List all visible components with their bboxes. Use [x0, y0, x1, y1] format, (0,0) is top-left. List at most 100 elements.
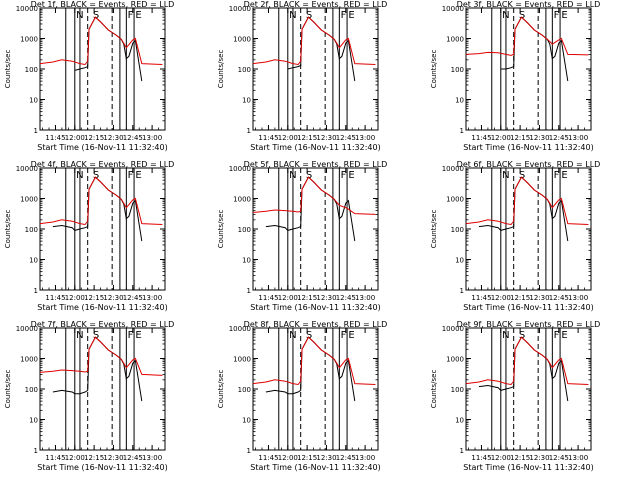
x-tick-label: 12:00 — [65, 454, 85, 462]
y-tick-label: 1 — [247, 447, 251, 455]
y-tick-label: 10000 — [442, 165, 464, 173]
marker-label: E — [561, 170, 567, 181]
series-lld-line — [466, 336, 589, 386]
plot-frame — [39, 327, 166, 451]
x-tick-label: 12:00 — [491, 134, 511, 142]
x-tick-label: 12:15 — [84, 134, 104, 142]
y-tick-label: 1000 — [233, 356, 251, 364]
y-tick-label: 1 — [247, 127, 251, 135]
series-lld-line — [253, 336, 376, 386]
x-tick-label: 12:00 — [491, 454, 511, 462]
x-axis-label: Start Time (16-Nov-11 11:32:40) — [463, 143, 593, 152]
x-axis-label: Start Time (16-Nov-11 11:32:40) — [250, 303, 380, 312]
y-tick-label: 1000 — [20, 36, 38, 44]
y-tick-label: 1 — [460, 447, 464, 455]
series-lld-line — [253, 16, 376, 66]
y-tick-label: 10000 — [442, 5, 464, 13]
y-tick-label: 100 — [238, 226, 251, 234]
y-tick-label: 10000 — [16, 165, 38, 173]
x-tick-label: 13:00 — [568, 134, 588, 142]
y-tick-label: 100 — [25, 386, 38, 394]
y-tick-label: 10 — [29, 417, 38, 425]
plot-frame — [39, 7, 166, 131]
y-axis-label: Counts/sec — [217, 210, 225, 249]
panel: Det 7f, BLACK = Events, RED = LLD Counts/… — [4, 320, 174, 472]
y-tick-label: 1000 — [233, 36, 251, 44]
marker-label: S — [519, 10, 525, 21]
marker-label: N — [289, 330, 296, 341]
y-tick-label: 1000 — [20, 196, 38, 204]
x-tick-label: 12:00 — [278, 294, 298, 302]
x-tick-label: 12:30 — [316, 454, 336, 462]
x-tick-label: 12:30 — [103, 294, 123, 302]
x-tick-label: 13:00 — [568, 294, 588, 302]
y-axis-label: Counts/sec — [217, 50, 225, 89]
y-tick-label: 1 — [34, 447, 38, 455]
x-tick-label: 12:30 — [103, 454, 123, 462]
marker-label: F — [554, 170, 560, 181]
plot-frame — [252, 7, 379, 131]
panel: Det 1f, BLACK = Events, RED = LLD Counts/… — [4, 0, 174, 152]
x-tick-label: 12:45 — [549, 454, 569, 462]
x-tick-label: 12:15 — [297, 294, 317, 302]
y-tick-label: 1 — [460, 287, 464, 295]
x-axis-label: Start Time (16-Nov-11 11:32:40) — [37, 303, 167, 312]
marker-label: F — [128, 170, 134, 181]
x-tick-label: 12:30 — [529, 134, 549, 142]
y-tick-label: 10 — [29, 97, 38, 105]
y-tick-label: 10000 — [16, 5, 38, 13]
marker-label: S — [93, 10, 99, 21]
y-tick-label: 1 — [247, 287, 251, 295]
marker-label: E — [135, 170, 141, 181]
y-tick-label: 100 — [238, 66, 251, 74]
marker-label: S — [519, 170, 525, 181]
plot-frame — [465, 327, 592, 451]
series-lld-line — [466, 16, 589, 56]
y-tick-label: 10 — [455, 257, 464, 265]
y-tick-label: 1000 — [20, 356, 38, 364]
x-tick-label: 12:00 — [65, 294, 85, 302]
panel: Det 8f, BLACK = Events, RED = LLD Counts/… — [217, 320, 387, 472]
marker-label: E — [348, 170, 354, 181]
y-tick-label: 100 — [238, 386, 251, 394]
x-tick-label: 11:45 — [45, 454, 65, 462]
x-axis-label: Start Time (16-Nov-11 11:32:40) — [37, 143, 167, 152]
chart-title: Det 5f, BLACK = Events, RED = LLD — [244, 160, 388, 169]
y-axis-label: Counts/sec — [430, 210, 438, 249]
y-tick-label: 10000 — [16, 325, 38, 333]
x-axis-label: Start Time (16-Nov-11 11:32:40) — [37, 463, 167, 472]
marker-label: S — [306, 330, 312, 341]
x-tick-label: 13:00 — [355, 454, 375, 462]
y-tick-label: 10 — [29, 257, 38, 265]
plot-frame — [252, 327, 379, 451]
x-axis-label: Start Time (16-Nov-11 11:32:40) — [250, 143, 380, 152]
x-tick-label: 11:45 — [45, 134, 65, 142]
x-tick-label: 12:00 — [491, 294, 511, 302]
x-axis-label: Start Time (16-Nov-11 11:32:40) — [463, 463, 593, 472]
chart-title: Det 7f, BLACK = Events, RED = LLD — [31, 320, 175, 329]
x-tick-label: 12:30 — [529, 454, 549, 462]
x-tick-label: 13:00 — [355, 134, 375, 142]
marker-label: E — [348, 330, 354, 341]
marker-label: E — [135, 330, 141, 341]
y-tick-label: 1000 — [446, 196, 464, 204]
marker-label: N — [76, 330, 83, 341]
y-tick-label: 10000 — [229, 5, 251, 13]
y-tick-label: 1 — [34, 127, 38, 135]
x-tick-label: 12:45 — [336, 294, 356, 302]
marker-label: E — [561, 10, 567, 21]
marker-label: N — [289, 10, 296, 21]
marker-label: F — [341, 170, 347, 181]
panel: Det 9f, BLACK = Events, RED = LLD Counts/… — [430, 320, 600, 472]
y-tick-label: 10 — [455, 417, 464, 425]
series-lld-line — [40, 336, 163, 376]
x-tick-label: 12:30 — [103, 134, 123, 142]
x-tick-label: 12:45 — [336, 134, 356, 142]
x-tick-label: 12:30 — [529, 294, 549, 302]
panel: Det 3f, BLACK = Events, RED = LLD Counts/… — [430, 0, 600, 152]
marker-label: E — [561, 330, 567, 341]
x-tick-label: 12:15 — [297, 454, 317, 462]
x-tick-label: 11:45 — [471, 454, 491, 462]
panel: Det 2f, BLACK = Events, RED = LLD Counts/… — [217, 0, 387, 152]
